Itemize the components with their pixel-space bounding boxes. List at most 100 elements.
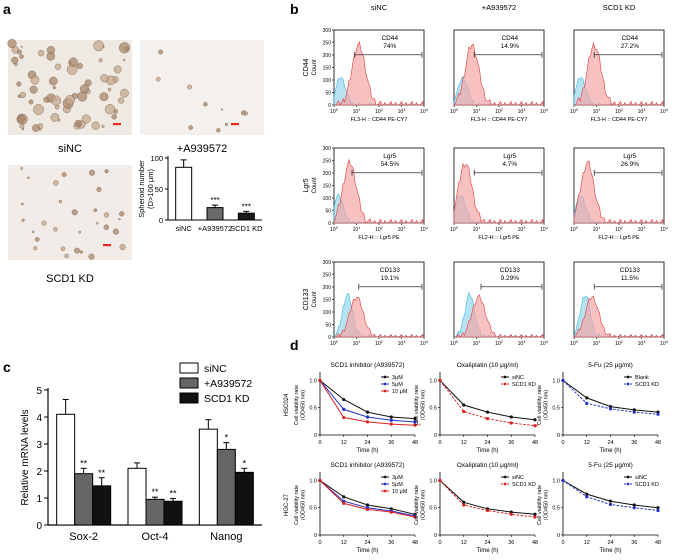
x-tick-label: 100 xyxy=(450,108,458,115)
spheroid-speckle xyxy=(99,92,109,102)
x-tick-label: 36 xyxy=(508,440,514,446)
bar xyxy=(56,413,76,526)
data-point xyxy=(608,502,613,507)
gate-percentage: 11.5% xyxy=(621,275,639,282)
y-tick-label: 0.5 xyxy=(552,506,560,512)
caption-sinc: siNC xyxy=(58,143,82,155)
spheroid-speckle xyxy=(120,88,129,98)
x-tick-label: 102 xyxy=(375,226,383,233)
cell-line-label: HSC024 xyxy=(284,393,290,416)
x-tick-label: 101 xyxy=(593,226,601,233)
spheroid-speckle xyxy=(7,39,17,49)
data-point xyxy=(413,515,417,519)
spheroid-speckle xyxy=(57,118,61,122)
y-axis-label: Relative mRNA levels xyxy=(20,409,31,505)
y-tick-label: 0 xyxy=(328,221,331,227)
y-tick-label: 300 xyxy=(323,260,332,266)
x-tick-label: 0 xyxy=(561,540,564,546)
spheroid-speckle xyxy=(91,121,100,130)
x-tick-label: 103 xyxy=(398,340,406,347)
bar xyxy=(206,207,224,221)
y-axis-label: Cell viability rate(OD450 nm) xyxy=(414,385,427,425)
x-axis-label: Time (h) xyxy=(599,548,621,554)
spheroid-speckle xyxy=(65,95,75,105)
data-point xyxy=(533,512,537,516)
spheroid-speckle xyxy=(17,115,26,123)
legend-marker xyxy=(626,375,630,379)
legend-label: 5μM xyxy=(392,382,403,388)
x-tick-label: 36 xyxy=(508,540,514,546)
significance-mark: * xyxy=(243,458,247,468)
data-point xyxy=(608,499,613,503)
y-tick-label: 0.5 xyxy=(429,506,437,512)
x-tick-label: 24 xyxy=(484,540,490,546)
legend-marker xyxy=(383,482,387,486)
y-tick-label: 0.5 xyxy=(429,406,437,412)
data-point xyxy=(533,424,537,428)
stained-histogram xyxy=(573,41,665,106)
spheroid-speckle xyxy=(158,49,164,55)
line-chart: SCD1 inhibitor (A939572) 0 0.5 1.0 0 12 24 36 48… xyxy=(284,462,418,554)
legend-label: 3μM xyxy=(392,475,403,481)
chart-title: SCD1 inhibitor (A939572) xyxy=(330,362,404,369)
category-label: SCD1 KD xyxy=(230,224,263,233)
y-axis-label: Cell viability rate(OD450 nm) xyxy=(537,385,550,425)
y-tick-label: 1.0 xyxy=(309,478,317,484)
data-point xyxy=(342,495,346,499)
x-tick-label: 103 xyxy=(638,226,646,233)
legend-marker xyxy=(503,382,507,386)
data-point xyxy=(561,378,565,383)
data-point xyxy=(485,417,490,421)
line-chart: Oxaliplatin (10 μg/ml) 0 0.5 1.0 0 12 24 36 48 Ti… xyxy=(414,462,538,554)
spheroid-speckle xyxy=(224,122,228,126)
y-tick-label: 150 xyxy=(323,66,332,72)
x-axis-label: FL3-H :: CD44 PE-CY7 xyxy=(351,117,408,123)
data-point xyxy=(656,508,660,513)
legend-swatch xyxy=(179,377,199,389)
y-tick-label: 1.0 xyxy=(309,378,317,384)
spheroid-speckle xyxy=(61,172,67,178)
gate-percentage: 4.7% xyxy=(502,161,517,168)
spheroid-speckle xyxy=(11,56,19,64)
x-tick-label: 12 xyxy=(584,440,590,446)
gate-percentage: 26.9% xyxy=(621,161,640,168)
data-point xyxy=(342,501,346,505)
data-point xyxy=(438,478,442,483)
x-tick-label: 12 xyxy=(584,540,590,546)
stained-histogram xyxy=(454,294,545,338)
legend-marker xyxy=(383,475,387,479)
gate-percentage: 14.9% xyxy=(501,43,520,50)
y-axis-label: Cell viability rate(OD450 nm) xyxy=(294,385,307,425)
bar xyxy=(216,448,236,526)
significance-mark: ** xyxy=(169,489,177,499)
data-point xyxy=(462,409,466,414)
legend-label: SCD1 KD xyxy=(204,393,250,405)
spheroid-speckle xyxy=(107,87,112,92)
legend-marker xyxy=(503,375,507,379)
spheroid-speckle xyxy=(103,224,110,230)
data-point xyxy=(561,478,565,483)
legend-label: SCD1 KD xyxy=(635,482,659,488)
x-axis-label: FL2-H :: Lgr5 PE xyxy=(478,235,520,241)
bar xyxy=(237,212,255,221)
bar xyxy=(127,467,147,526)
gate-marker-label: CD133 xyxy=(500,267,521,274)
legend-label: SCD1 KD xyxy=(512,382,536,388)
spheroid-speckle xyxy=(187,84,193,90)
x-axis-label: FL3-H :: CD44 PE-CY7 xyxy=(591,117,648,123)
chart-title: Oxaliplatin (10 μg/ml) xyxy=(457,362,519,369)
bar xyxy=(198,428,218,526)
bar xyxy=(92,485,112,526)
x-tick-label: 102 xyxy=(375,340,383,347)
x-axis-label: FL2-H :: Lgr5 PE xyxy=(598,235,640,241)
legend-swatch xyxy=(179,392,199,404)
spheroid-speckle xyxy=(33,246,38,251)
y-tick-label: 1.0 xyxy=(552,478,560,484)
y-tick-label: 0 xyxy=(434,433,437,439)
spheroid-speckle xyxy=(122,58,126,62)
legend-label: SCD1 KD xyxy=(635,382,659,388)
spheroid-speckle xyxy=(203,101,208,107)
x-tick-label: 103 xyxy=(638,108,646,115)
x-axis-label: Time (h) xyxy=(356,548,378,554)
